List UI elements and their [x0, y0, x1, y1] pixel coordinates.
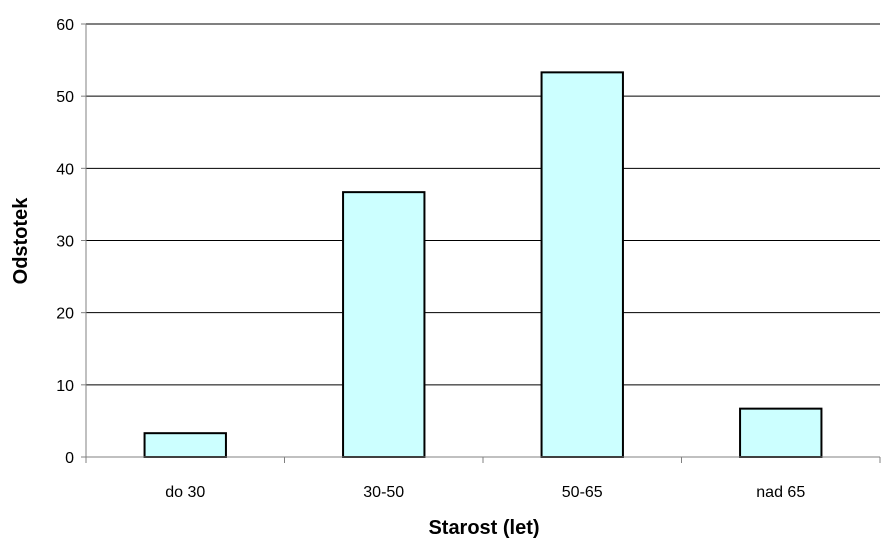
y-tick-label: 50 — [56, 89, 74, 106]
x-tick-label: 30-50 — [363, 484, 404, 501]
x-tick-label: do 30 — [165, 484, 205, 501]
y-tick-label: 40 — [56, 161, 74, 178]
y-tick-label: 30 — [56, 234, 74, 251]
y-tick-label: 60 — [56, 17, 74, 34]
y-axis: 0 10 20 30 40 50 60 — [56, 17, 87, 467]
x-axis: do 30 30-50 50-65 nad 65 — [85, 456, 881, 501]
bar-3 — [739, 407, 823, 459]
x-tick-label: nad 65 — [756, 484, 805, 501]
bars — [143, 71, 823, 459]
x-axis-title: Starost (let) — [428, 517, 539, 539]
y-tick-label: 0 — [65, 450, 74, 467]
bar-0 — [143, 432, 227, 458]
bar-1 — [342, 191, 426, 458]
y-axis-title: Odstotek — [10, 197, 32, 285]
y-tick-label: 10 — [56, 378, 74, 395]
bar-2 — [540, 71, 624, 459]
y-tick-label: 20 — [56, 306, 74, 323]
grid-lines — [86, 23, 880, 386]
x-tick-label: 50-65 — [562, 484, 603, 501]
